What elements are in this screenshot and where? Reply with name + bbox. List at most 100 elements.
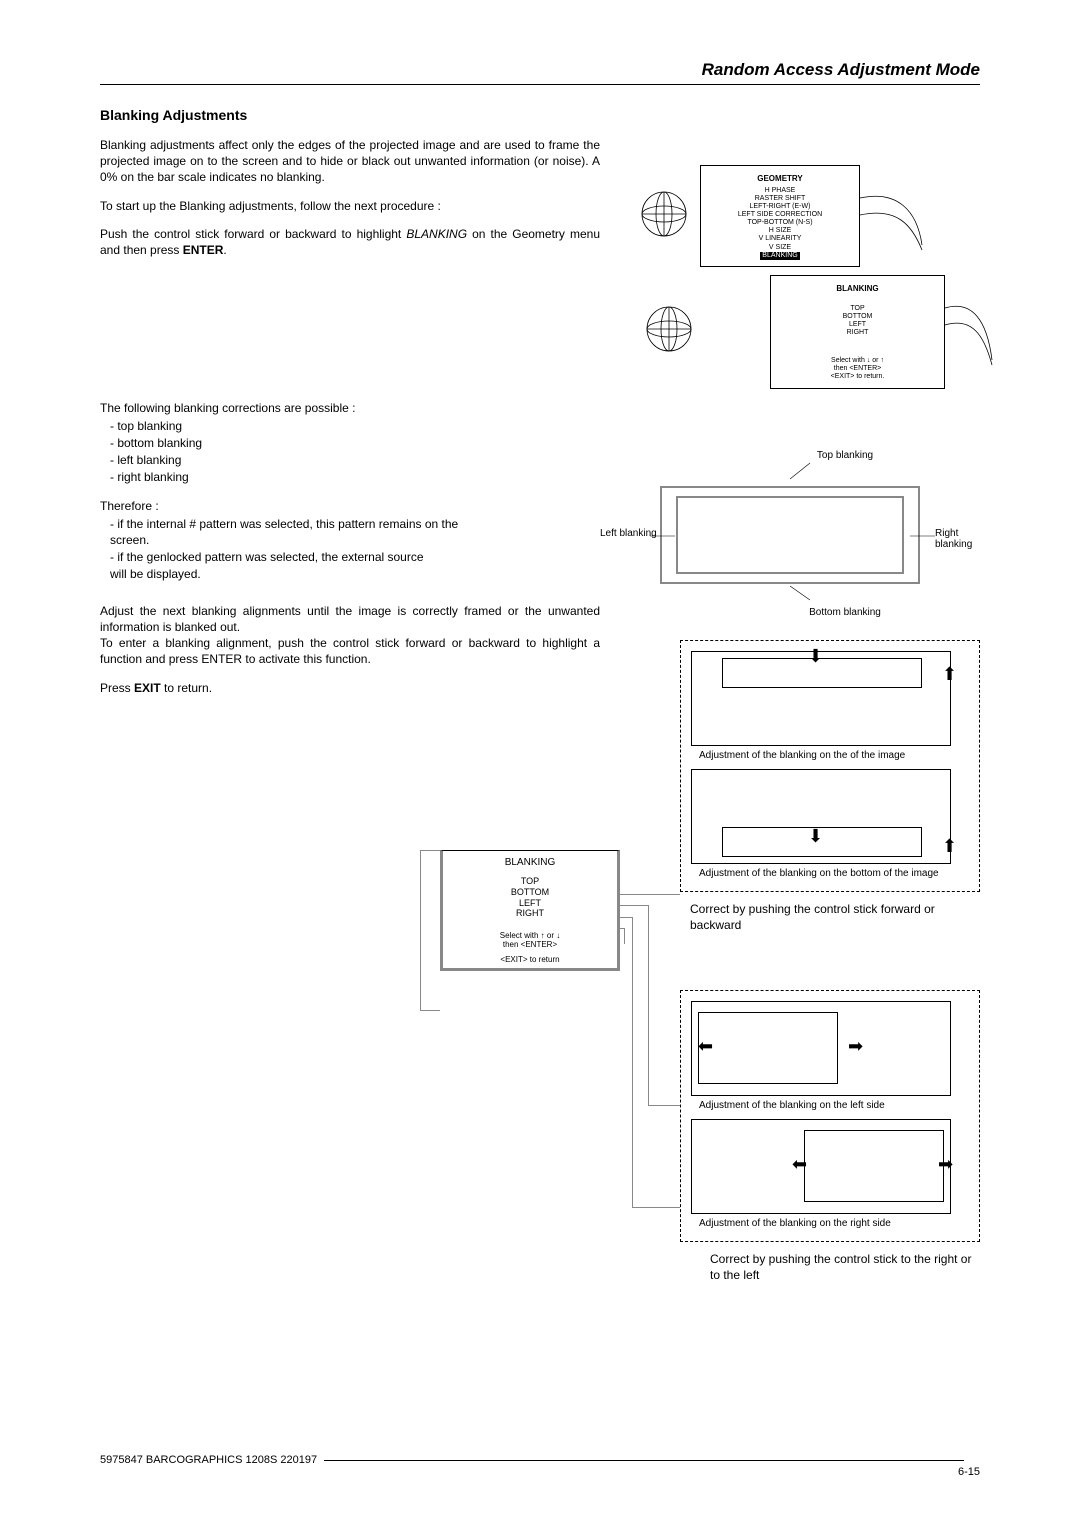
arrow-up-icon: ⬆ <box>942 836 957 857</box>
list-item: - right blanking <box>110 469 600 486</box>
globe-icon <box>640 190 688 238</box>
para-6: To enter a blanking alignment, push the … <box>100 635 600 667</box>
list-item: - bottom blanking <box>110 435 600 452</box>
list-item: screen. <box>110 532 600 549</box>
list-item: - left blanking <box>110 452 600 469</box>
therefore-label: Therefore : <box>100 498 600 514</box>
para3-italic: BLANKING <box>406 227 467 241</box>
arrow-right-icon: ➡ <box>938 1154 953 1175</box>
left-blanking-label: Left blanking <box>600 528 657 539</box>
connector-line <box>632 917 633 1207</box>
para7-a: Press <box>100 681 134 695</box>
arrow-down-icon: ⬇ <box>808 646 823 667</box>
page-footer: 5975847 BARCOGRAPHICS 1208S 220197 6-15 <box>100 1454 980 1478</box>
footer-right: 6-15 <box>958 1466 980 1478</box>
para3-a: Push the control stick forward or backwa… <box>100 227 406 241</box>
footer-left: 5975847 BARCOGRAPHICS 1208S 220197 <box>100 1454 317 1466</box>
therefore-list: - if the internal # pattern was selected… <box>110 516 600 583</box>
mid-caption-1: Correct by pushing the control stick for… <box>690 902 970 933</box>
caption-left: Adjustment of the blanking on the left s… <box>699 1100 969 1111</box>
menu-item: LEFT SIDE CORRECTION <box>705 211 855 219</box>
connector-line <box>624 928 625 944</box>
page-header: Random Access Adjustment Mode <box>100 60 980 84</box>
connector-line <box>632 1207 680 1208</box>
para7-bold: EXIT <box>134 681 161 695</box>
arrow-left-icon: ⬅ <box>792 1154 807 1175</box>
arrow-down-icon: ⬇ <box>808 826 823 847</box>
screen-left: ⬅ ➡ <box>691 1001 951 1096</box>
menu-item: LEFT <box>443 898 617 909</box>
menu-item: TOP-BOTTOM (N-S) <box>705 219 855 227</box>
menu-footer: then <ENTER> <box>443 940 617 949</box>
menu-footer: <EXIT> to return. <box>775 373 940 381</box>
geometry-menu-title: GEOMETRY <box>705 174 855 183</box>
center-menu-title: BLANKING <box>443 851 617 874</box>
para-2: To start up the Blanking adjustments, fo… <box>100 198 600 214</box>
connector-line <box>648 1105 680 1106</box>
menu-item: LEFT <box>775 321 940 329</box>
menu-item: TOP <box>775 305 940 313</box>
pointer-line-icon <box>640 584 980 602</box>
arrow-left-icon: ⬅ <box>698 1036 713 1057</box>
menu-footer: Select with ↑ or ↓ <box>443 931 617 940</box>
right-blanking-label: Right blanking <box>935 528 980 550</box>
section-heading: Blanking Adjustments <box>100 107 980 123</box>
center-blanking-menu: BLANKING TOP BOTTOM LEFT RIGHT Select wi… <box>440 850 620 971</box>
menu-footer: then <ENTER> <box>775 365 940 373</box>
menu-item: RIGHT <box>443 908 617 919</box>
list-item: will be displayed. <box>110 566 600 583</box>
bottom-blanking-label: Bottom blanking <box>710 607 980 618</box>
screen-top: ⬇ ⬆ <box>691 651 951 746</box>
connector-line <box>618 894 680 895</box>
caption-right: Adjustment of the blanking on the right … <box>699 1218 969 1229</box>
menu-item: H PHASE <box>705 187 855 195</box>
line-connector-icon <box>857 195 937 255</box>
caption-bottom: Adjustment of the blanking on the bottom… <box>699 868 969 879</box>
arrow-up-icon: ⬆ <box>942 664 957 685</box>
geometry-menu: GEOMETRY H PHASE RASTER SHIFT LEFT-RIGHT… <box>700 165 860 267</box>
connector-line <box>648 905 649 1105</box>
connector-line <box>420 850 421 1010</box>
menu-item: RIGHT <box>775 329 940 337</box>
connector-line <box>618 917 632 918</box>
globe-icon <box>645 305 693 353</box>
top-blanking-label: Top blanking <box>710 450 980 461</box>
adjust-top-bottom-group: ⬇ ⬆ Adjustment of the blanking on the of… <box>680 640 980 892</box>
caption-top: Adjustment of the blanking on the of the… <box>699 750 969 761</box>
pointer-line-icon <box>650 526 680 546</box>
line-connector-icon <box>942 305 1002 375</box>
menu-item: V LINEARITY <box>705 235 855 243</box>
list-item: - top blanking <box>110 418 600 435</box>
menu-item: H SIZE <box>705 227 855 235</box>
para-4: The following blanking corrections are p… <box>100 400 600 416</box>
list-item: - if the genlocked pattern was selected,… <box>110 549 600 566</box>
menu-item: BOTTOM <box>443 887 617 898</box>
pointer-line-icon <box>910 526 940 546</box>
connector-line <box>420 1010 440 1011</box>
menu-item: V SIZE <box>705 244 855 252</box>
menu-item-highlight: BLANKING <box>760 252 799 260</box>
para-3: Push the control stick forward or backwa… <box>100 226 600 258</box>
screen-bottom: ⬇ ⬆ <box>691 769 951 864</box>
end-caption: Correct by pushing the control stick to … <box>710 1252 980 1283</box>
para-7: Press EXIT to return. <box>100 680 600 696</box>
menu-item: RASTER SHIFT <box>705 195 855 203</box>
menu-footer: <EXIT> to return <box>443 955 617 964</box>
para3-c: . <box>223 243 226 257</box>
para-1: Blanking adjustments affect only the edg… <box>100 137 600 186</box>
screen-right: ⬅ ➡ <box>691 1119 951 1214</box>
para-5: Adjust the next blanking alignments unti… <box>100 603 600 635</box>
blanking-menu: BLANKING TOP BOTTOM LEFT RIGHT Select wi… <box>770 275 945 389</box>
arrow-right-icon: ➡ <box>848 1036 863 1057</box>
blanking-menu-title: BLANKING <box>775 284 940 293</box>
connector-line <box>420 850 440 851</box>
menu-item: TOP <box>443 876 617 887</box>
connector-line <box>618 905 648 906</box>
corrections-list: - top blanking - bottom blanking - left … <box>110 418 600 485</box>
menu-footer: Select with ↓ or ↑ <box>775 357 940 365</box>
list-item: - if the internal # pattern was selected… <box>110 516 600 533</box>
pointer-line-icon <box>640 461 980 481</box>
menu-item: BOTTOM <box>775 313 940 321</box>
menu-item: LEFT-RIGHT (E-W) <box>705 203 855 211</box>
adjust-left-right-group: ⬅ ➡ Adjustment of the blanking on the le… <box>680 990 980 1242</box>
